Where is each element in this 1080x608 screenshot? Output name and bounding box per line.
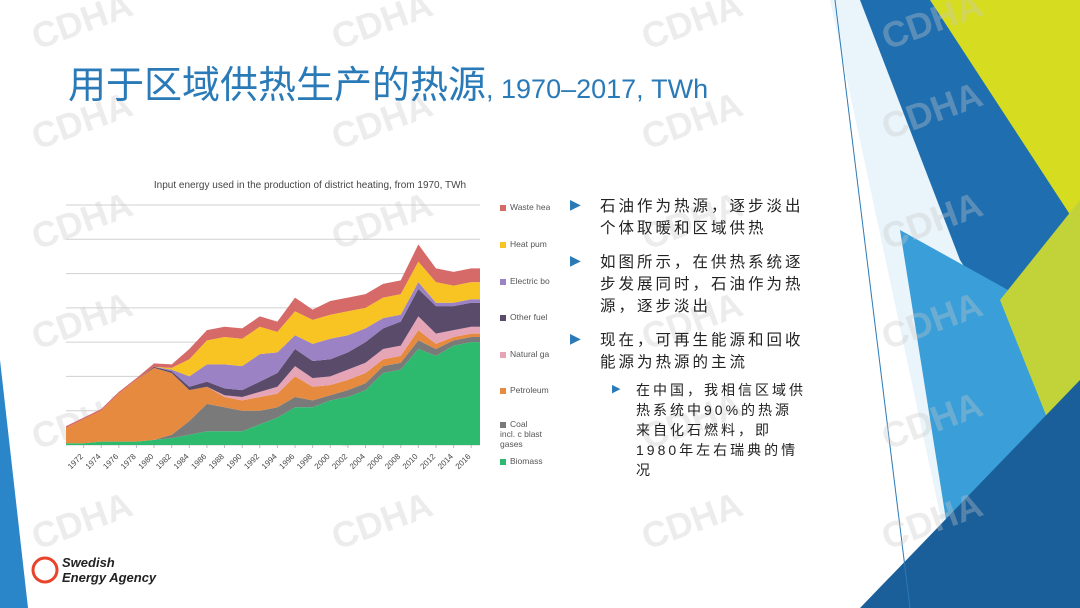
legend-swatch [500,387,506,394]
bullet-arrow: ▶ [570,330,581,346]
x-tick-label: 2014 [436,452,455,471]
title-suffix: , 1970–2017, TWh [486,74,709,104]
legend-swatch [500,351,506,358]
x-tick-label: 1996 [277,452,296,471]
legend-item: Coal incl. c blast gases [500,419,544,449]
x-tick-label: 2004 [348,452,367,471]
x-tick-label: 1986 [189,452,208,471]
legend-swatch [500,278,506,285]
x-tick-label: 2002 [330,452,349,471]
area [66,330,480,444]
legend-label: Other fuel [510,312,548,322]
legend-swatch [500,314,506,321]
x-tick-label: 1972 [66,452,85,471]
legend-item: Biomass [500,456,550,466]
chart-title: Input energy used in the production of d… [154,180,466,191]
slide-title: 用于区域供热生产的热源, 1970–2017, TWh [68,65,709,107]
x-tick-label: 1982 [154,452,173,471]
legend-swatch [500,204,506,211]
area [66,261,480,428]
legend-label: Coal incl. c blast gases [500,419,543,449]
legend-item: Electric bo [500,276,550,286]
bullet-arrow: ▶ [570,252,581,268]
x-tick-label: 1974 [84,452,103,471]
legend-label: Petroleum [510,385,549,395]
legend-label: Electric bo [510,276,550,286]
x-tick-label: 1998 [295,452,314,471]
x-tick-label: 1978 [119,452,138,471]
legend-label: Waste hea [510,202,550,212]
bullet: 如图所示，在供热系统逐步发展同时，石油作为热源，逐步淡出 [600,254,804,315]
legend-item: Natural ga [500,349,550,359]
x-tick-label: 1994 [260,452,279,471]
area [66,282,480,428]
legend-label: Biomass [510,456,543,466]
sub-bullet: 在中国，我相信区域供热系统中90%的热源来自化石燃料，即1980年左右瑞典的情况 [636,382,806,478]
legend-item: Petroleum [500,385,550,395]
logo: Swedish Energy Agency [62,555,157,585]
x-tick-label: 1976 [101,452,120,471]
legend-label: Natural ga [510,349,550,359]
legend-swatch [500,241,506,248]
x-tick-label: 2008 [383,452,402,471]
legend-item: Waste hea [500,202,550,212]
bullet: 石油作为热源，逐步淡出个体取暖和区域供热 [600,198,804,237]
x-tick-label: 2000 [313,452,332,471]
x-tick-label: 1988 [207,452,226,471]
area [66,342,480,445]
legend-swatch [500,421,506,428]
legend-item: Heat pum [500,239,550,249]
x-tick-label: 2016 [454,452,473,471]
sub-bullet-arrow: ▶ [612,383,621,395]
x-tick-label: 2010 [401,452,420,471]
bullet-arrow: ▶ [570,196,581,212]
legend-swatch [500,458,506,465]
x-tick-label: 1984 [172,452,191,471]
x-tick-label: 1980 [137,452,156,471]
x-tick-label: 1992 [242,452,261,471]
x-tick-label: 1990 [225,452,244,471]
legend-item: Other fuel [500,312,550,322]
x-tick-label: 2012 [418,452,437,471]
legend-label: Heat pum [510,239,547,249]
bullet: 现在，可再生能源和回收能源为热源的主流 [600,332,804,371]
area [66,244,480,428]
x-tick-label: 2006 [366,452,385,471]
